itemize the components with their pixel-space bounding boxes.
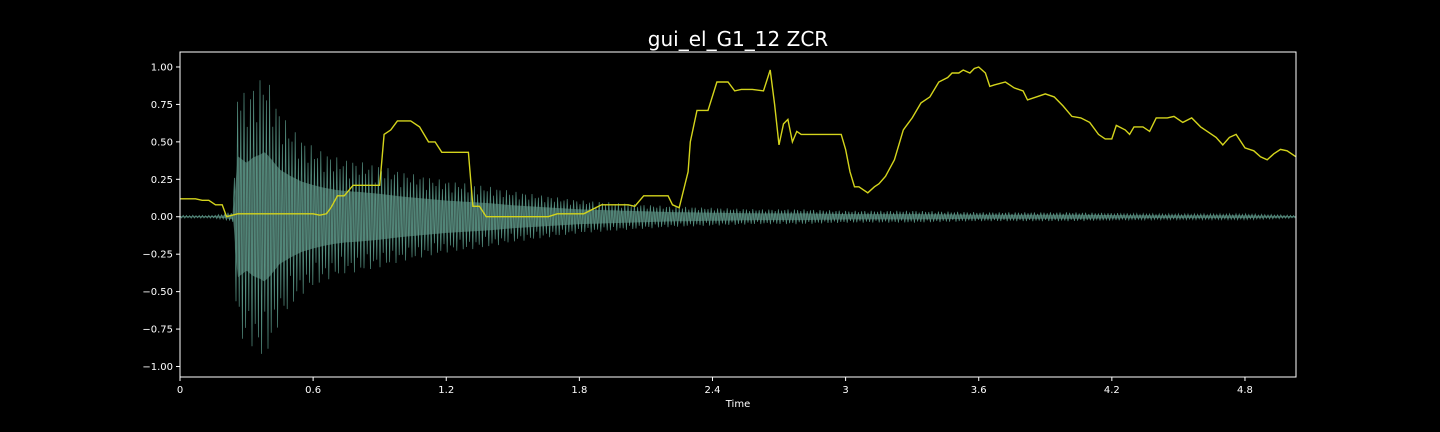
y-tick-label: −0.75 (142, 325, 173, 336)
waveform-layer (179, 80, 1296, 354)
y-tick-label: −0.50 (142, 287, 173, 298)
waveform-trace (179, 80, 1296, 354)
y-axis: 1.00 0.75 0.50 0.25 0.00 −0.25 −0.50 −0.75 −1.00 (142, 62, 180, 373)
y-tick-label: −0.25 (142, 250, 173, 261)
x-tick-label: 0 (177, 385, 183, 396)
x-tick-label: 3 (842, 385, 848, 396)
x-axis: 0 0.6 1.2 1.8 2.4 3 3.6 4.2 4.8 (177, 377, 1253, 396)
x-tick-label: 4.2 (1104, 385, 1120, 396)
y-tick-label: −1.00 (142, 362, 173, 373)
zcr-line (180, 66, 1297, 218)
y-tick-label: 0.75 (151, 100, 173, 111)
x-axis-label: Time (725, 399, 750, 410)
plot-frame (179, 51, 1297, 378)
waveform-body (180, 152, 1296, 282)
x-tick-label: 3.6 (971, 385, 987, 396)
y-tick-label: 1.00 (151, 62, 173, 73)
chart-title: gui_el_G1_12 ZCR (648, 27, 828, 51)
y-tick-label: 0.50 (151, 137, 173, 148)
x-tick-label: 2.4 (705, 385, 721, 396)
y-tick-label: 0.25 (151, 175, 173, 186)
x-tick-label: 0.6 (305, 385, 321, 396)
y-tick-label: 0.00 (151, 212, 173, 223)
zcr-layer (180, 66, 1297, 218)
x-tick-label: 4.8 (1237, 385, 1253, 396)
x-tick-label: 1.2 (438, 385, 454, 396)
x-tick-label: 1.8 (571, 385, 587, 396)
